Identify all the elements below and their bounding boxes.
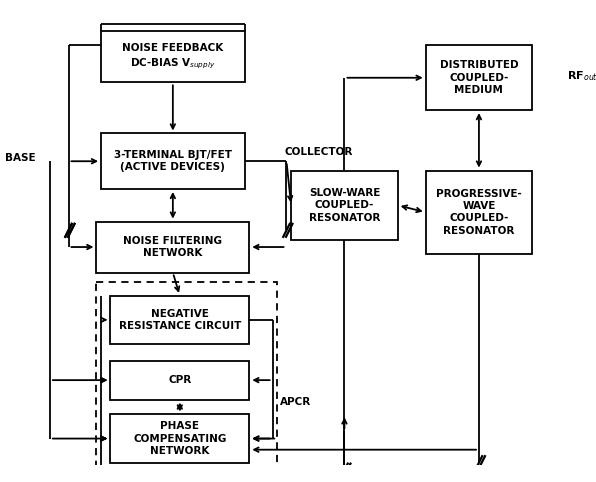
Bar: [101, 134, 245, 189]
Text: COLLECTOR: COLLECTOR: [285, 147, 353, 157]
Bar: [97, 222, 249, 272]
Bar: [291, 171, 398, 240]
Text: BASE: BASE: [5, 153, 36, 163]
Bar: [101, 31, 245, 82]
Bar: [426, 171, 532, 254]
Text: NEGATIVE
RESISTANCE CIRCUIT: NEGATIVE RESISTANCE CIRCUIT: [119, 308, 241, 331]
Bar: [426, 45, 532, 110]
Text: DISTRIBUTED
COUPLED-
MEDIUM: DISTRIBUTED COUPLED- MEDIUM: [440, 60, 519, 95]
Text: NOISE FILTERING
NETWORK: NOISE FILTERING NETWORK: [123, 236, 222, 258]
Text: PHASE
COMPENSATING
NETWORK: PHASE COMPENSATING NETWORK: [133, 421, 226, 456]
Text: CPR: CPR: [168, 375, 191, 385]
Bar: [110, 296, 249, 344]
Bar: [110, 361, 249, 400]
Text: RF$_{out}$: RF$_{out}$: [567, 69, 596, 83]
Text: APCR: APCR: [280, 397, 311, 407]
Bar: [110, 415, 249, 463]
Bar: [97, 282, 277, 472]
Text: SLOW-WARE
COUPLED-
RESONATOR: SLOW-WARE COUPLED- RESONATOR: [309, 188, 380, 223]
Text: NOISE FEEDBACK
DC-BIAS V$_{supply}$: NOISE FEEDBACK DC-BIAS V$_{supply}$: [122, 43, 224, 70]
Text: 3-TERMINAL BJT/FET
(ACTIVE DEVICES): 3-TERMINAL BJT/FET (ACTIVE DEVICES): [114, 150, 232, 173]
Text: PROGRESSIVE-
WAVE
COUPLED-
RESONATOR: PROGRESSIVE- WAVE COUPLED- RESONATOR: [436, 188, 522, 236]
